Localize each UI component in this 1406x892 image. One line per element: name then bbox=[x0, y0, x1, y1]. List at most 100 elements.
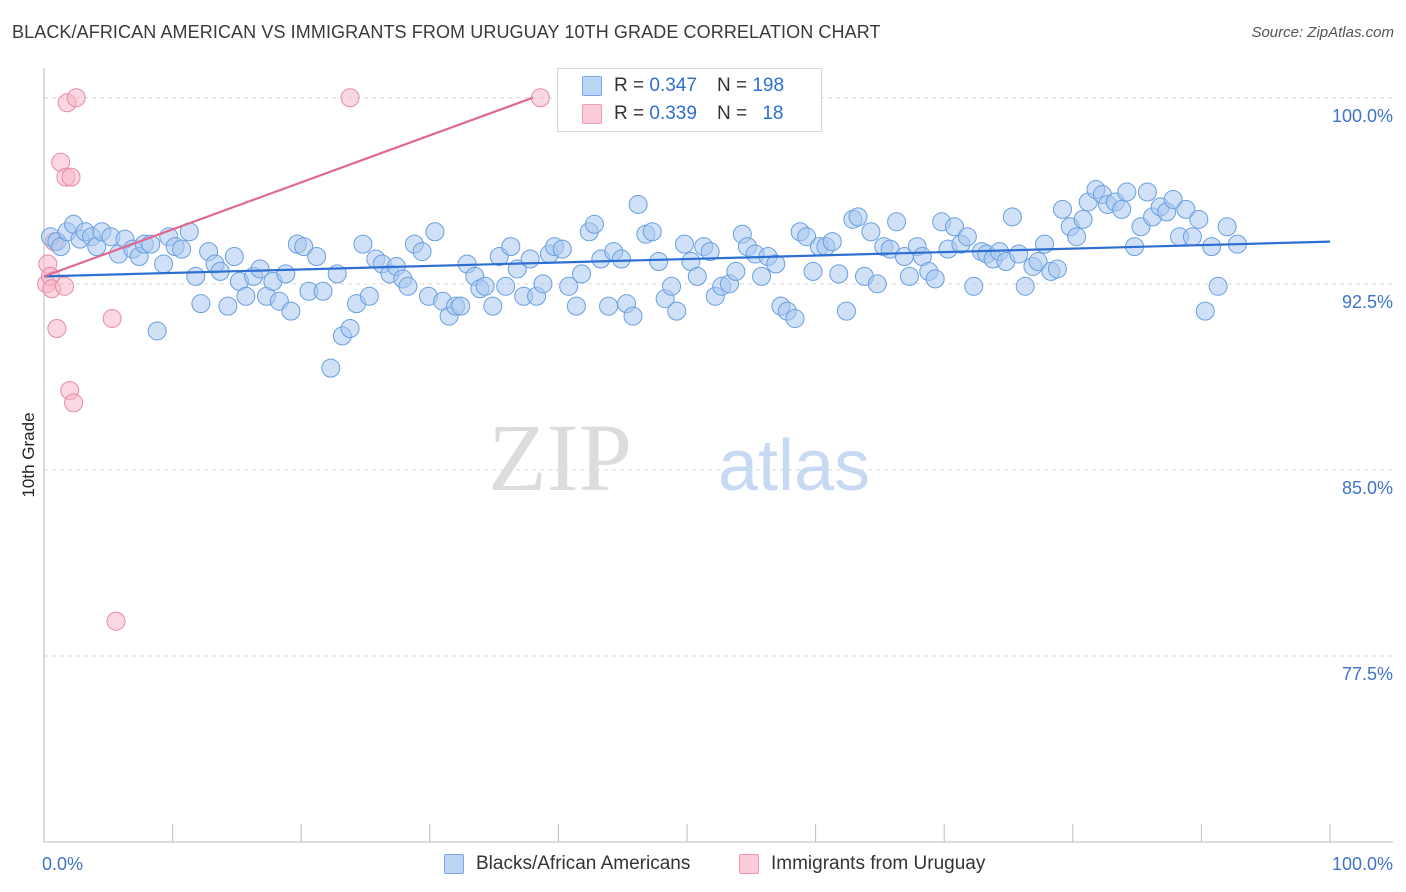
y-tick-label: 85.0% bbox=[1342, 478, 1393, 498]
data-point-black bbox=[340, 318, 360, 338]
data-point-black bbox=[836, 301, 856, 321]
data-point-black bbox=[236, 286, 256, 306]
data-point-black bbox=[785, 309, 805, 329]
data-point-black bbox=[154, 254, 174, 274]
legend-swatch-blue bbox=[582, 76, 602, 96]
data-point-black bbox=[501, 237, 521, 257]
data-point-black bbox=[520, 249, 540, 269]
data-point-black bbox=[496, 276, 516, 296]
r-value: 0.347 bbox=[649, 75, 697, 96]
legend-swatch-pink bbox=[739, 854, 759, 874]
legend-swatch-blue bbox=[444, 854, 464, 874]
data-point-black bbox=[186, 266, 206, 286]
data-point-black bbox=[944, 217, 964, 237]
watermark: ZIP atlas bbox=[488, 404, 870, 511]
data-point-black bbox=[662, 276, 682, 296]
data-point-black bbox=[451, 296, 471, 316]
data-point-black bbox=[1073, 209, 1093, 229]
data-point-black bbox=[1182, 227, 1202, 247]
data-point-black bbox=[1163, 189, 1183, 209]
data-point-black bbox=[584, 214, 604, 234]
data-point-black bbox=[552, 239, 572, 259]
data-point-black bbox=[1047, 259, 1067, 279]
data-point-black bbox=[899, 266, 919, 286]
data-point-black bbox=[1176, 199, 1196, 219]
r-label: R = bbox=[614, 103, 645, 124]
data-point-uruguay bbox=[530, 88, 550, 108]
data-point-black bbox=[867, 274, 887, 294]
data-point-black bbox=[572, 264, 592, 284]
trend-line-uruguay bbox=[43, 96, 534, 278]
data-point-black bbox=[726, 261, 746, 281]
data-point-black bbox=[1112, 199, 1132, 219]
data-point-black bbox=[1208, 276, 1228, 296]
legend-label-blacks: Blacks/African Americans bbox=[476, 853, 691, 874]
data-point-black bbox=[887, 212, 907, 232]
r-label: R = bbox=[614, 75, 645, 96]
data-point-black bbox=[803, 261, 823, 281]
data-point-black bbox=[313, 281, 333, 301]
data-point-uruguay bbox=[340, 88, 360, 108]
data-point-black bbox=[533, 274, 553, 294]
data-point-black bbox=[1002, 207, 1022, 227]
data-point-black bbox=[964, 276, 984, 296]
data-point-black bbox=[353, 234, 373, 254]
source-credit: Source: ZipAtlas.com bbox=[1251, 24, 1394, 41]
data-point-black bbox=[224, 247, 244, 267]
data-point-black bbox=[623, 306, 643, 326]
data-point-uruguay bbox=[61, 167, 81, 187]
x-tick-label: 100.0% bbox=[1332, 854, 1393, 874]
stats-legend: R = 0.347 N = 198 R = 0.339 N = 18 bbox=[557, 68, 822, 132]
data-point-black bbox=[218, 296, 238, 316]
data-point-black bbox=[425, 222, 445, 242]
data-point-black bbox=[1053, 199, 1073, 219]
data-point-black bbox=[294, 237, 314, 257]
y-axis-title: 10th Grade bbox=[19, 412, 38, 497]
data-point-black bbox=[1117, 182, 1137, 202]
data-point-black bbox=[797, 227, 817, 247]
legend-swatch-pink bbox=[582, 104, 602, 124]
y-tick-label: 100.0% bbox=[1332, 106, 1393, 126]
legend-label-uruguay: Immigrants from Uruguay bbox=[771, 853, 986, 874]
data-point-black bbox=[250, 259, 270, 279]
trend-lines bbox=[43, 96, 1331, 278]
watermark-atlas: atlas bbox=[718, 426, 870, 506]
n-value: 18 bbox=[762, 103, 784, 124]
data-point-black bbox=[957, 227, 977, 247]
n-value: 198 bbox=[752, 75, 785, 96]
data-point-uruguay bbox=[55, 276, 75, 296]
data-point-black bbox=[628, 194, 648, 214]
data-point-black bbox=[559, 276, 579, 296]
data-point-black bbox=[649, 252, 669, 271]
data-point-black bbox=[276, 264, 296, 284]
series-black-points bbox=[40, 180, 1247, 378]
data-point-black bbox=[1202, 237, 1222, 257]
data-point-black bbox=[611, 249, 631, 269]
data-point-black bbox=[483, 296, 503, 316]
legend-item-uruguay: Immigrants from Uruguay bbox=[739, 852, 985, 876]
data-point-black bbox=[191, 294, 211, 314]
data-point-uruguay bbox=[106, 611, 126, 631]
data-point-black bbox=[599, 296, 619, 316]
data-point-black bbox=[281, 301, 301, 321]
data-point-black bbox=[848, 207, 868, 227]
data-point-black bbox=[475, 276, 495, 296]
data-point-black bbox=[925, 269, 945, 289]
data-point-uruguay bbox=[64, 393, 84, 413]
y-tick-label: 77.5% bbox=[1342, 664, 1393, 684]
data-point-black bbox=[1195, 301, 1215, 321]
data-point-black bbox=[752, 266, 772, 286]
data-point-black bbox=[822, 232, 842, 252]
y-tick-label: 92.5% bbox=[1342, 292, 1393, 312]
data-point-uruguay bbox=[102, 309, 122, 329]
data-point-black bbox=[147, 321, 167, 341]
trend-line-black bbox=[43, 240, 1331, 278]
data-point-black bbox=[1067, 227, 1087, 247]
stats-legend-row-blue: R = 0.347 N = 198 bbox=[582, 73, 784, 99]
axes bbox=[43, 68, 1393, 843]
data-point-black bbox=[1137, 182, 1157, 202]
data-point-black bbox=[700, 242, 720, 262]
watermark-zip: ZIP bbox=[488, 404, 632, 511]
data-point-black bbox=[412, 242, 432, 262]
